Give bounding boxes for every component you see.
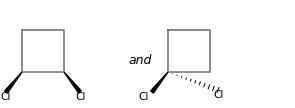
Text: Cl: Cl: [75, 92, 85, 102]
Text: Cl: Cl: [138, 92, 148, 102]
Polygon shape: [5, 72, 22, 93]
Text: and: and: [128, 53, 152, 67]
Text: Cl: Cl: [0, 92, 10, 102]
Polygon shape: [64, 72, 81, 93]
Polygon shape: [151, 72, 168, 93]
Text: Cl: Cl: [213, 90, 223, 100]
